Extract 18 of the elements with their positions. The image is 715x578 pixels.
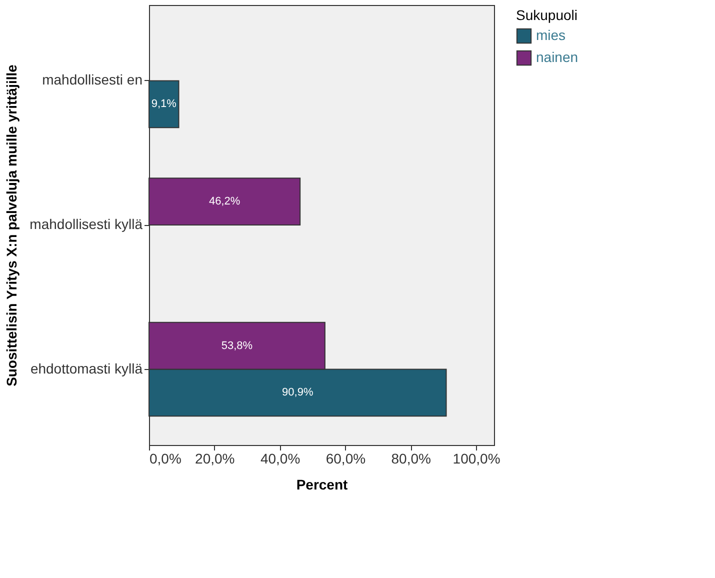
x-tick-label: 20,0% xyxy=(195,450,235,466)
x-tick-label: 0,0% xyxy=(150,450,182,466)
data-label: 53,8% xyxy=(221,340,253,352)
x-tick-label: 100,0% xyxy=(452,450,500,466)
data-label: 46,2% xyxy=(208,196,240,208)
y-tick-label: ehdottomasti kyllä xyxy=(30,360,143,376)
legend-label: nainen xyxy=(536,49,578,65)
legend-title: Sukupuoli xyxy=(516,7,578,23)
y-tick-label: mahdollisesti kyllä xyxy=(30,216,143,232)
data-label: 90,9% xyxy=(282,386,314,399)
y-axis-title: Suosittelisin Yritys X:n palveluja muille yrittäjille xyxy=(4,64,20,386)
data-label: 9,1% xyxy=(151,98,177,110)
x-axis-title: Percent xyxy=(296,476,348,492)
legend-label: mies xyxy=(536,27,566,43)
x-tick-label: 60,0% xyxy=(326,450,366,466)
y-tick-label: mahdollisesti en xyxy=(42,72,142,88)
x-tick-label: 80,0% xyxy=(391,450,431,466)
x-tick-label: 40,0% xyxy=(260,450,300,466)
